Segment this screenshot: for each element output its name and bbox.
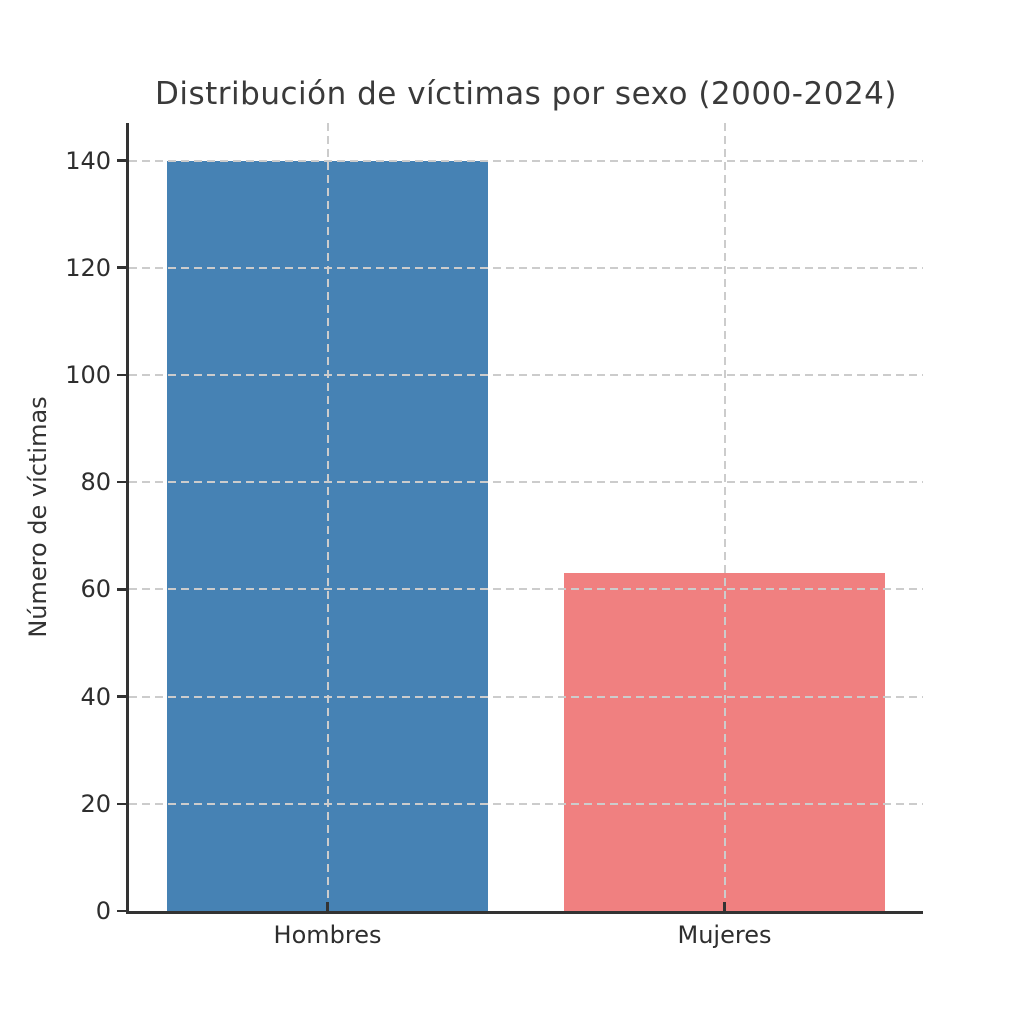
y-tick-mark (117, 909, 129, 913)
y-tick-mark (117, 695, 129, 698)
gridline-horizontal (129, 373, 923, 376)
grid-layer (129, 123, 923, 911)
x-tick-label: Hombres (273, 921, 382, 949)
x-tick-label: Mujeres (677, 921, 772, 949)
y-tick-label: 40 (80, 682, 111, 711)
x-tick-mark (326, 902, 329, 911)
y-axis-title: Número de víctimas (24, 396, 52, 638)
gridline-horizontal (129, 266, 923, 269)
y-tick-mark (117, 159, 129, 162)
y-tick-mark (117, 480, 129, 484)
chart-title: Distribución de víctimas por sexo (2000-… (155, 76, 897, 112)
y-tick-label: 120 (65, 253, 111, 282)
y-tick-label: 80 (80, 468, 111, 497)
gridline-horizontal (129, 588, 923, 591)
tick-layer: 0 20 40 60 80 100 120 140 Hombres Mujeres (65, 123, 923, 949)
x-axis-spine (126, 911, 923, 914)
y-axis-spine (126, 123, 129, 914)
gridline-vertical (723, 123, 726, 911)
y-tick-mark (117, 802, 129, 806)
gridline-horizontal (129, 481, 923, 484)
y-tick-label: 20 (80, 789, 111, 818)
gridline-horizontal (129, 695, 923, 698)
y-tick-mark (117, 373, 129, 377)
y-tick-label: 100 (65, 360, 111, 389)
plot-area: 0 20 40 60 80 100 120 140 Hombres Mujeres (65, 123, 923, 949)
gridline-vertical (326, 123, 329, 911)
y-tick-label: 0 (95, 897, 111, 925)
y-tick-mark (117, 266, 129, 269)
y-tick-mark (117, 588, 129, 591)
y-tick-label: 140 (65, 146, 111, 175)
x-tick-mark (723, 902, 726, 911)
y-tick-label: 60 (80, 575, 111, 604)
gridline-horizontal (129, 802, 923, 805)
gridline-horizontal (129, 159, 923, 162)
